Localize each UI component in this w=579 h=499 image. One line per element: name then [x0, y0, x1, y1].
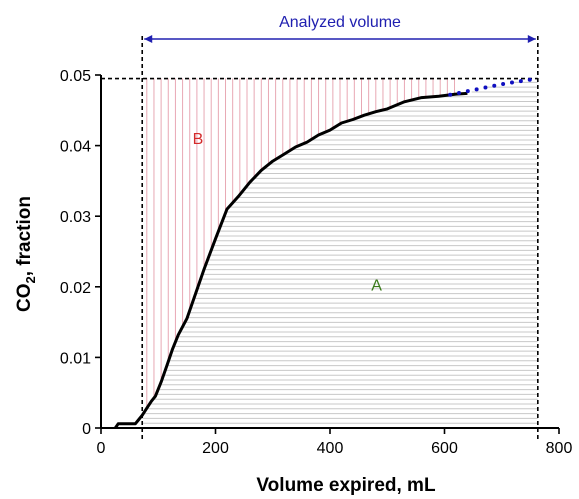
x-tick-label: 0 [97, 440, 106, 457]
y-tick-label: 0.02 [60, 280, 91, 297]
x-tick-label: 200 [202, 440, 229, 457]
guide-lines [101, 35, 539, 440]
y-axis-title-main: CO [14, 283, 35, 312]
curves [114, 76, 540, 429]
x-tick-label: 400 [317, 440, 344, 457]
arrow-head-right [527, 35, 536, 43]
extrapolation-curve [448, 76, 540, 97]
analyzed-volume-label: Analyzed volume [279, 14, 401, 31]
region-b-hatch [146, 78, 456, 409]
y-axis-title: CO2, fraction [14, 196, 38, 312]
region-a-hatch [142, 81, 538, 424]
y-tick-label: 0 [82, 421, 91, 438]
x-axis-title: Volume expired, mL [256, 475, 436, 496]
region-a-label: A [371, 277, 382, 294]
axes: 0 0.01 0.02 0.03 0.04 0.05 0 200 400 600 800 [60, 68, 573, 457]
y-tick-label: 0.04 [60, 139, 91, 156]
y-tick-label: 0.03 [60, 209, 91, 226]
x-tick-label: 600 [431, 440, 458, 457]
x-tick-label: 800 [546, 440, 573, 457]
y-axis-title-rest: , fraction [14, 196, 35, 276]
arrow-head-left [144, 35, 153, 43]
region-b-label: B [193, 131, 204, 148]
y-tick-label: 0.01 [60, 350, 91, 367]
y-axis-title-sub: 2 [23, 276, 38, 283]
capnogram-curve [114, 91, 468, 429]
y-tick-label: 0.05 [60, 68, 91, 85]
